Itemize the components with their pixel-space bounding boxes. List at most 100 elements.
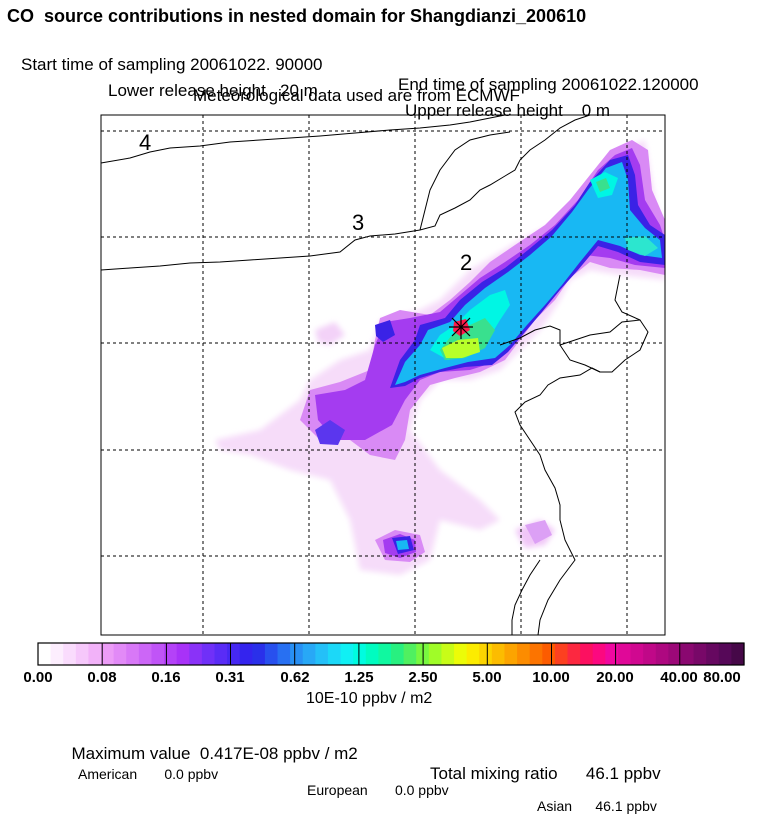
colorbar-cell — [365, 643, 379, 665]
colorbar-cell — [542, 643, 556, 665]
colorbar-cell — [529, 643, 543, 665]
colorbar-cell — [466, 643, 480, 665]
aqua-east — [625, 236, 658, 256]
colorbar-cell — [668, 643, 682, 665]
colorbar-cell — [731, 643, 745, 665]
source-contributions: American 0.0 ppbv European 0.0 ppbv Asia… — [0, 750, 768, 814]
colorbar-cell — [164, 643, 178, 665]
region-label-4: 4 — [139, 130, 151, 155]
colorbar-cell — [201, 643, 216, 665]
colorbar-cell — [75, 643, 90, 665]
colorbar-cell — [151, 643, 165, 665]
coast-south — [511, 559, 541, 635]
colorbar-cell — [718, 643, 732, 665]
colorbar-cells — [38, 643, 745, 665]
region-label-3: 3 — [352, 210, 364, 235]
cbar-label-6: 2.50 — [408, 669, 438, 686]
cbar-label-10: 40.00 — [660, 669, 698, 686]
border-line-upper — [419, 131, 511, 231]
colorbar-cell — [189, 643, 203, 665]
plume-faint-west — [315, 322, 345, 345]
colorbar-cell — [38, 643, 52, 665]
colorbar-cell — [378, 643, 392, 665]
map-panel: 4 3 2 — [100, 114, 666, 636]
colorbar-cell — [340, 643, 354, 665]
colorbar-cell — [101, 643, 115, 665]
colorbar-cell — [391, 643, 405, 665]
colorbar-cell — [567, 643, 581, 665]
colorbar-cell — [617, 643, 632, 665]
coast-shandong — [559, 344, 601, 373]
colorbar-cell — [264, 643, 279, 665]
colorbar-cell — [126, 643, 140, 665]
colorbar-cell — [680, 643, 695, 665]
coast-korea — [614, 274, 641, 321]
end-time: End time of sampling 20061022.120000 — [398, 75, 699, 94]
border-line-north — [100, 114, 506, 164]
colorbar-cell — [428, 643, 443, 665]
cbar-label-9: 20.00 — [596, 669, 634, 686]
colorbar-cell — [580, 643, 594, 665]
lower-release-height: Lower release height 20 m — [108, 81, 318, 100]
station-marker-icon — [449, 315, 473, 339]
cbar-label-7: 5.00 — [472, 669, 502, 686]
cbar-label-1: 0.08 — [87, 669, 117, 686]
european-contribution: European 0.0 ppbv — [307, 782, 449, 798]
colorbar-cell — [176, 643, 190, 665]
colorbar-cell — [252, 643, 266, 665]
colorbar-frame — [37, 642, 745, 666]
cbar-label-2: 0.16 — [151, 669, 181, 686]
colorbar-cell — [592, 643, 606, 665]
colorbar-cell — [50, 643, 64, 665]
colorbar-cell — [655, 643, 669, 665]
colorbar-cell — [643, 643, 657, 665]
blue-mid-patch — [315, 420, 345, 445]
map-frame — [100, 114, 666, 636]
colorbar-cell — [454, 643, 468, 665]
colorbar — [37, 642, 745, 666]
colorbar-cell — [227, 643, 241, 665]
colorbar-cell — [88, 643, 102, 665]
colorbar-cell — [302, 643, 316, 665]
american-contribution: American 0.0 ppbv — [78, 766, 219, 782]
region-label-2: 2 — [460, 250, 472, 275]
colorbar-cell — [630, 643, 644, 665]
colorbar-cell — [605, 643, 619, 665]
colorbar-ticks — [101, 643, 681, 665]
colorbar-cell — [403, 643, 417, 665]
cbar-label-8: 10.00 — [532, 669, 570, 686]
colorbar-cell — [706, 643, 720, 665]
colorbar-cell — [504, 643, 518, 665]
colorbar-cell — [277, 643, 291, 665]
colorbar-cell — [214, 643, 228, 665]
cbar-label-3: 0.31 — [215, 669, 245, 686]
colorbar-cell — [491, 643, 506, 665]
lat-lon-grid — [101, 115, 665, 635]
colorbar-cell — [554, 643, 569, 665]
sampling-times: Start time of sampling 20061022. 90000 E… — [0, 35, 768, 95]
asian-contribution: Asian 46.1 ppbv — [537, 798, 657, 814]
colorbar-cell — [353, 643, 367, 665]
coastlines — [100, 114, 649, 636]
colorbar-cell — [290, 643, 304, 665]
max-value: Maximum value 0.417E-08 ppbv / m2 — [71, 744, 358, 763]
colorbar-cell — [63, 643, 77, 665]
colorbar-units: 10E-10 ppbv / m2 — [306, 690, 433, 707]
violet-east-blob — [525, 520, 552, 544]
cbar-label-5: 1.25 — [344, 669, 374, 686]
yellowgreen-core — [442, 338, 480, 358]
green-ne-spot — [596, 178, 610, 192]
border-line-middle — [100, 114, 591, 271]
coast-bay — [499, 319, 649, 636]
colorbar-cell — [693, 643, 707, 665]
colorbar-cell — [479, 643, 493, 665]
colorbar-cell — [239, 643, 253, 665]
colorbar-cell — [441, 643, 455, 665]
colorbar-cell — [113, 643, 127, 665]
blue-west-blob — [375, 320, 395, 342]
cbar-label-0: 0.00 — [23, 669, 53, 686]
met-data-note: Meteorological data used are from ECMWF — [193, 86, 520, 105]
cyan-south-spot — [396, 540, 409, 550]
cbar-label-4: 0.62 — [280, 669, 310, 686]
colorbar-cell — [327, 643, 342, 665]
